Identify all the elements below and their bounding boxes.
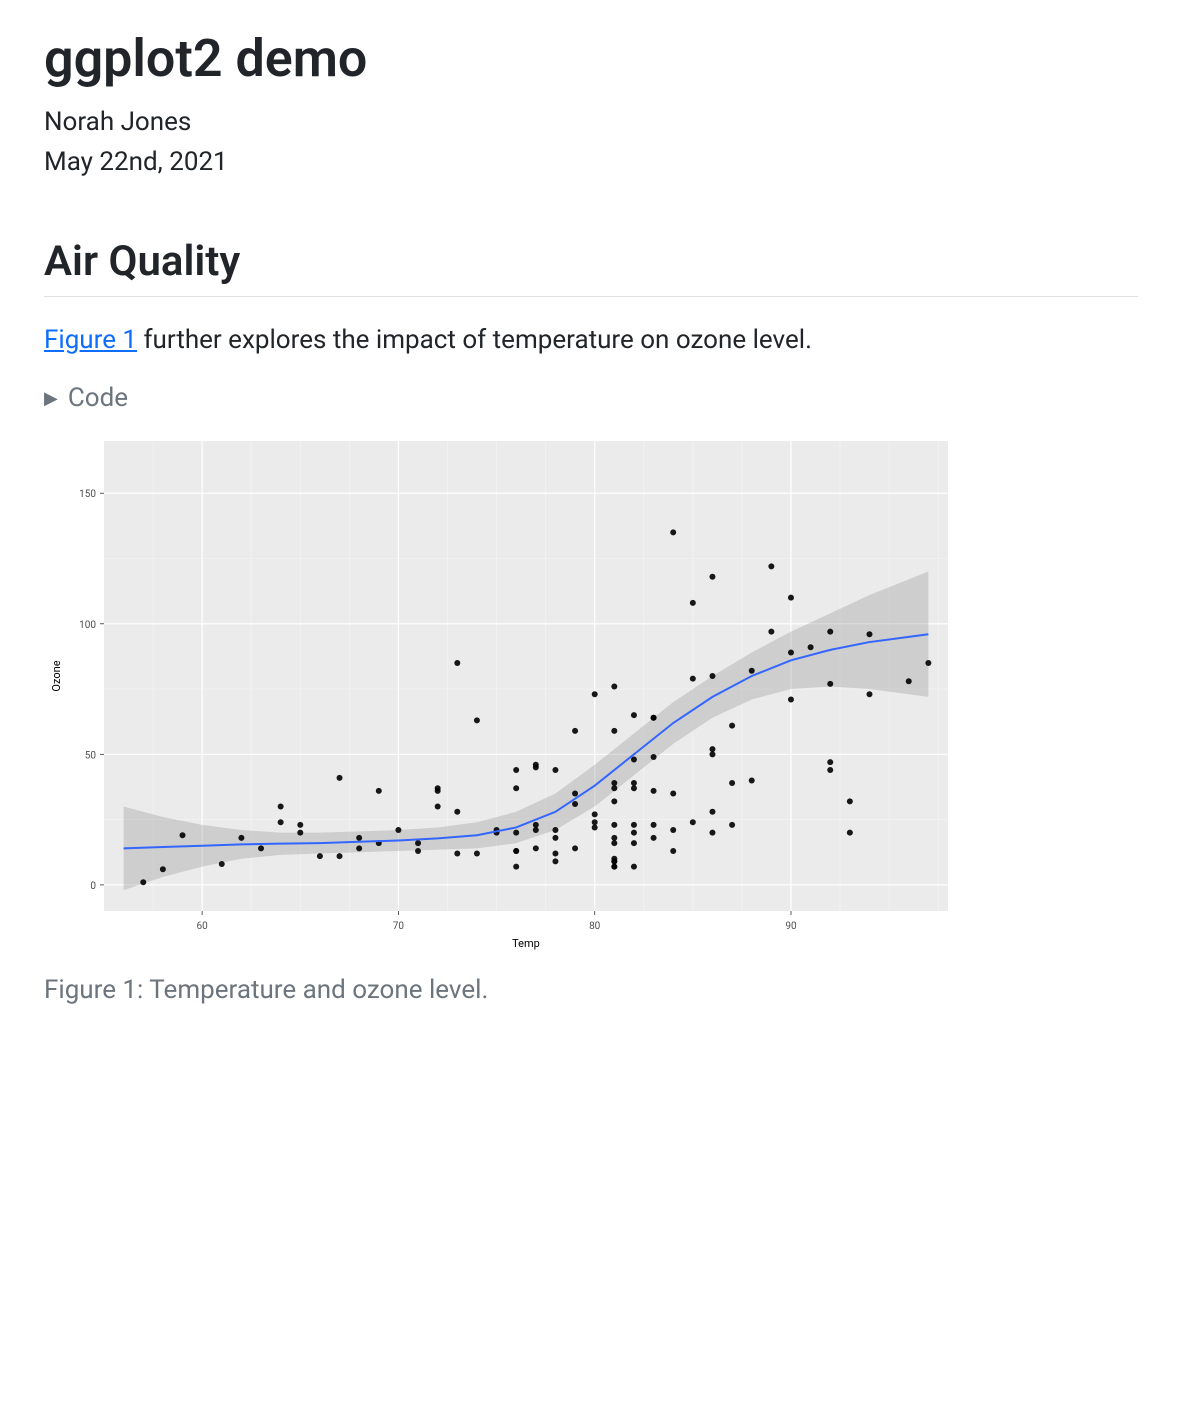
section-heading: Air Quality (44, 237, 1138, 297)
svg-text:70: 70 (393, 921, 405, 932)
code-fold-label: Code (68, 383, 128, 413)
svg-text:100: 100 (79, 620, 96, 631)
svg-text:Ozone: Ozone (50, 660, 63, 691)
intro-paragraph-text: further explores the impact of temperatu… (137, 325, 812, 355)
document-title: ggplot2 demo (44, 28, 1138, 89)
svg-text:50: 50 (85, 750, 97, 761)
figure-1-link[interactable]: Figure 1 (44, 325, 137, 355)
svg-text:90: 90 (785, 921, 797, 932)
code-fold-toggle[interactable]: ▶ Code (44, 383, 1138, 413)
document-author: Norah Jones (44, 107, 1138, 137)
figure-1-caption: Figure 1: Temperature and ozone level. (44, 975, 956, 1005)
svg-text:150: 150 (79, 489, 96, 500)
svg-text:60: 60 (197, 921, 209, 932)
svg-text:0: 0 (90, 881, 96, 892)
document-date: May 22nd, 2021 (44, 147, 1138, 177)
scatter-chart: 60 70 80 90 0 50 100 150 Temp Ozone (44, 433, 956, 953)
figure-1: 60 70 80 90 0 50 100 150 Temp Ozone Figure 1: Tem… (44, 433, 956, 1005)
svg-text:80: 80 (589, 921, 601, 932)
triangle-right-icon: ▶ (44, 388, 58, 409)
svg-text:Temp: Temp (512, 937, 540, 950)
intro-paragraph: Figure 1 further explores the impact of … (44, 325, 1138, 355)
